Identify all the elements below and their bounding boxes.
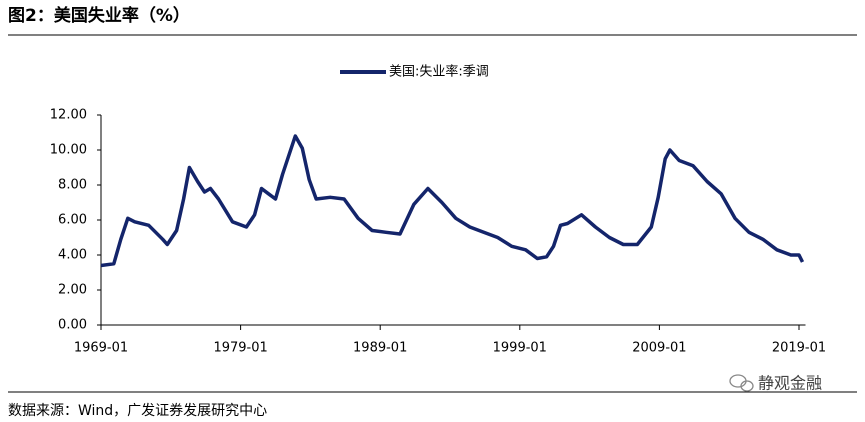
y-tick-label: 10.00	[50, 143, 87, 158]
y-tick-label: 8.00	[58, 178, 87, 193]
x-tick-label: 2019-01	[772, 341, 826, 356]
y-tick-label: 12.00	[50, 108, 87, 123]
series-line	[100, 134, 805, 268]
watermark: 静观金融	[758, 374, 822, 393]
legend-label: 美国:失业率:季调	[389, 64, 489, 80]
y-tick-label: 4.00	[58, 248, 87, 263]
x-tick-label: 2009-01	[632, 341, 686, 356]
y-tick-label: 0.00	[58, 318, 87, 333]
x-tick-label: 1979-01	[213, 341, 267, 356]
x-tick-label: 1989-01	[353, 341, 407, 356]
wechat-icon	[729, 374, 754, 392]
chart-title: 图2：美国失业率（%）	[8, 5, 190, 26]
source: 数据来源：Wind，广发证券发展研究中心	[8, 403, 267, 419]
y-tick-label: 2.00	[58, 283, 87, 298]
x-tick-label: 1999-01	[493, 341, 547, 356]
x-tick-label: 1969-01	[74, 341, 128, 356]
y-tick-label: 6.00	[58, 213, 87, 228]
